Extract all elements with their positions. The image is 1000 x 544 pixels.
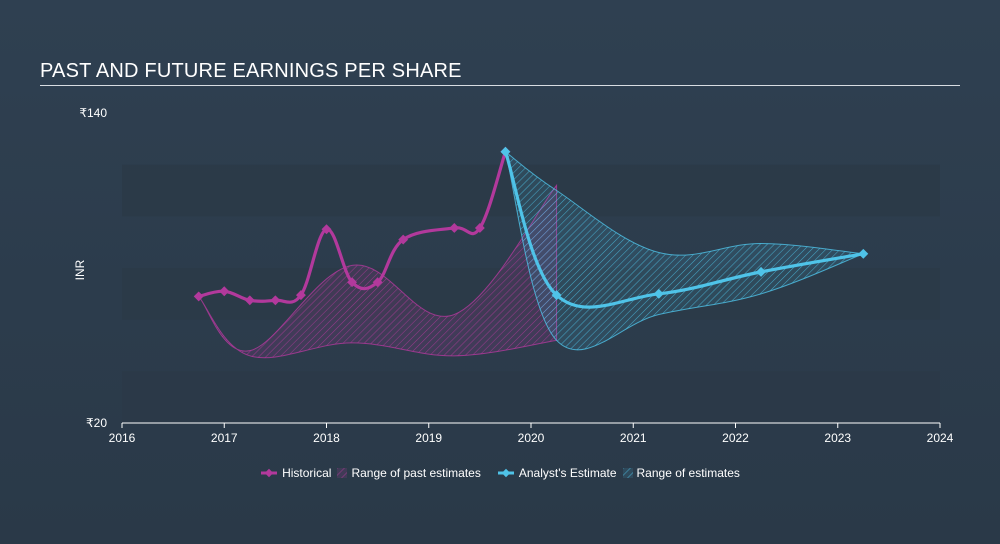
historical-point-7 — [372, 277, 383, 288]
y-tick-label-max: ₹140 — [79, 106, 107, 120]
x-tick-label-2021: 2021 — [620, 431, 647, 445]
legend-analyst[interactable]: Analyst's Estimate — [497, 466, 617, 480]
legend-historical-label: Historical — [282, 466, 332, 480]
historical-point-0 — [193, 291, 204, 302]
historical-point-4 — [295, 290, 306, 301]
estimate-ranges — [198, 150, 864, 359]
historical-point-10 — [474, 223, 485, 233]
x-tick-label-2020: 2020 — [518, 431, 545, 445]
x-tick-label-2023: 2023 — [824, 431, 851, 445]
chart-title: PAST AND FUTURE EARNINGS PER SHARE — [40, 60, 462, 82]
y-axis-label: INR — [73, 259, 87, 280]
band-stripe-2 — [122, 371, 940, 423]
y-tick-label-min: ₹20 — [86, 416, 107, 430]
analyst-point-2 — [653, 288, 664, 299]
legend-future-range[interactable]: Range of estimates — [622, 466, 740, 480]
historical-point-6 — [347, 277, 358, 288]
series-lines — [193, 146, 869, 309]
x-tick-label-2016: 2016 — [109, 431, 136, 445]
legend-future-range-label: Range of estimates — [636, 466, 740, 480]
analyst-point-3 — [756, 266, 767, 277]
legend-analyst-label: Analyst's Estimate — [518, 466, 617, 480]
past-range-swatch-icon — [337, 468, 348, 478]
historical-point-2 — [244, 295, 255, 306]
future-range-swatch-icon — [622, 468, 633, 478]
x-tick-label-2019: 2019 — [415, 431, 442, 445]
historical-point-5 — [321, 224, 332, 235]
historical-point-3 — [270, 295, 281, 306]
axes: 2016 2017 2018 2019 2020 2021 2022 2023 2024 ₹140… — [73, 106, 954, 445]
legend-past-range[interactable]: Range of past estimates — [337, 466, 481, 480]
historical-swatch-icon — [261, 468, 278, 478]
analyst-swatch-icon — [497, 468, 514, 478]
historical-point-8 — [398, 234, 409, 245]
x-tick-label-2018: 2018 — [313, 431, 340, 445]
legend: Historical Range of past estimates Analy… — [0, 466, 1000, 480]
x-tick-label-2022: 2022 — [722, 431, 749, 445]
historical-point-1 — [219, 286, 230, 297]
legend-historical[interactable]: Historical — [260, 466, 331, 480]
analyst-point-0 — [500, 146, 511, 157]
title-divider — [40, 85, 960, 86]
future-estimate-range-area — [504, 150, 864, 351]
analyst-point-4 — [858, 248, 869, 259]
analyst-point-1 — [551, 290, 562, 301]
legend-past-range-label: Range of past estimates — [351, 466, 481, 480]
historical-point-9 — [449, 223, 460, 233]
x-tick-label-2017: 2017 — [211, 431, 238, 445]
x-tick-label-2024: 2024 — [927, 431, 954, 445]
